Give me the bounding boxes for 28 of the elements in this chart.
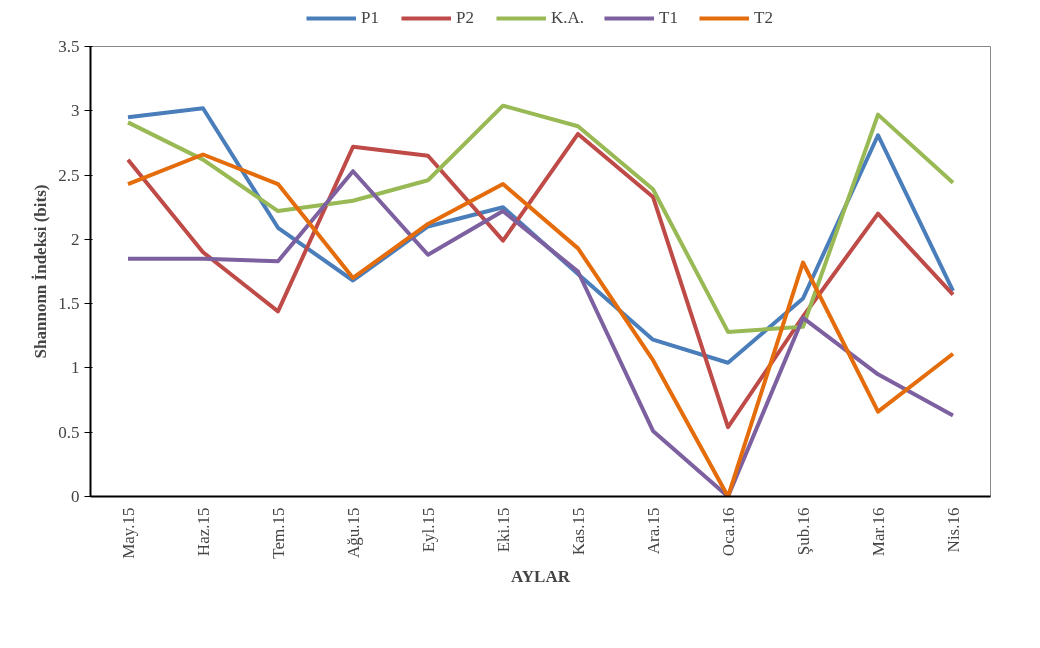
- x-tick-label: Eki.15: [493, 507, 513, 553]
- y-tick-label: 3: [71, 101, 80, 121]
- x-tick-label: Ara.15: [643, 507, 663, 555]
- legend-label: P2: [455, 8, 475, 28]
- x-tick-label: Mar.16: [868, 507, 888, 557]
- line-series: [126, 131, 955, 430]
- y-axis-title: Shannonn İndeksi (bits): [31, 184, 51, 359]
- x-tick-label: Nis.16: [943, 507, 963, 553]
- x-tick-label: Haz.15: [193, 507, 213, 557]
- legend-label: T2: [754, 8, 774, 28]
- x-tick-label: Tem.15: [268, 507, 288, 559]
- y-tick-label: 3.5: [58, 37, 80, 56]
- x-tick-label: Eyl.15: [418, 507, 438, 553]
- legend-label: P1: [360, 8, 380, 28]
- y-tick-label: 2: [71, 229, 80, 249]
- x-tick-label: May.15: [118, 507, 138, 559]
- x-tick-label: Şub.16: [793, 507, 813, 556]
- x-tick-label: Oca.16: [718, 507, 738, 557]
- x-axis-title: AYLAR: [511, 566, 571, 586]
- legend-label: T1: [659, 8, 679, 28]
- y-tick-label: 0: [71, 487, 80, 506]
- legend-label: K.A.: [550, 8, 585, 28]
- y-tick-label: 1.5: [58, 294, 80, 314]
- y-tick-label: 0.5: [58, 422, 80, 442]
- y-tick-label: 2.5: [58, 165, 80, 185]
- x-tick-label: Ağu.15: [343, 507, 363, 559]
- y-tick-label: 1: [71, 358, 80, 378]
- x-tick-label: Kas.15: [568, 507, 588, 556]
